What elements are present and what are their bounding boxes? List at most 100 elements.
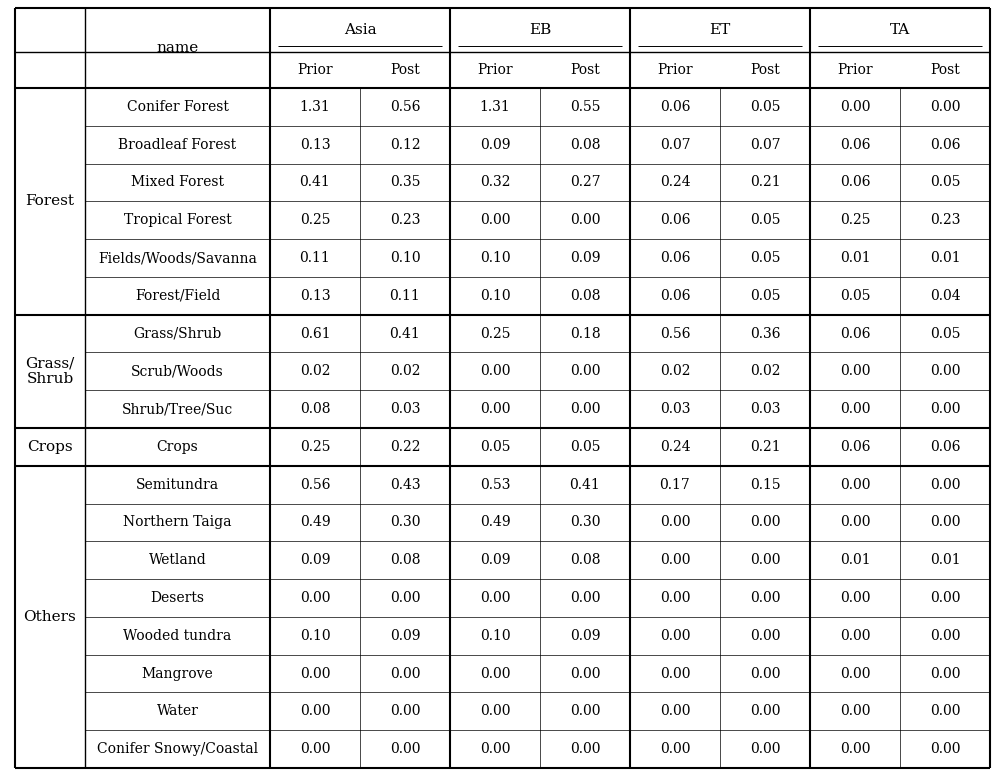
Text: 0.56: 0.56 [299,478,330,492]
Text: 0.00: 0.00 [750,515,780,529]
Text: 0.05: 0.05 [570,440,601,454]
Text: TA: TA [890,23,910,37]
Text: 0.06: 0.06 [840,175,870,189]
Text: 0.00: 0.00 [840,402,870,416]
Text: 0.25: 0.25 [299,440,330,454]
Text: 0.41: 0.41 [570,478,601,492]
Text: 0.00: 0.00 [930,100,960,114]
Text: 0.61: 0.61 [299,327,330,341]
Text: 0.00: 0.00 [479,365,511,379]
Text: 0.00: 0.00 [479,591,511,605]
Text: 0.00: 0.00 [570,705,601,719]
Text: 0.00: 0.00 [660,553,691,567]
Text: 0.05: 0.05 [750,289,780,303]
Text: 0.10: 0.10 [479,251,511,265]
Text: 0.02: 0.02 [389,365,420,379]
Text: 0.01: 0.01 [930,251,960,265]
Text: 0.22: 0.22 [389,440,420,454]
Text: 0.07: 0.07 [660,137,691,151]
Text: 0.06: 0.06 [660,251,691,265]
Text: name: name [156,41,198,55]
Text: 0.36: 0.36 [750,327,780,341]
Text: 0.00: 0.00 [479,742,511,756]
Text: 0.18: 0.18 [570,327,601,341]
Text: 0.06: 0.06 [840,440,870,454]
Text: 0.03: 0.03 [389,402,420,416]
Text: 0.08: 0.08 [570,553,601,567]
Text: Post: Post [390,63,419,77]
Text: Forest: Forest [25,194,74,208]
Text: 0.11: 0.11 [389,289,420,303]
Text: 0.00: 0.00 [570,667,601,681]
Text: 0.41: 0.41 [389,327,420,341]
Text: 0.01: 0.01 [840,251,870,265]
Text: 0.02: 0.02 [299,365,330,379]
Text: Shrub/Tree/Suc: Shrub/Tree/Suc [122,402,233,416]
Text: 0.25: 0.25 [299,213,330,227]
Text: 0.00: 0.00 [930,591,960,605]
Text: 0.11: 0.11 [299,251,330,265]
Text: 0.00: 0.00 [660,742,691,756]
Text: 0.00: 0.00 [840,591,870,605]
Text: 0.25: 0.25 [840,213,870,227]
Text: 0.00: 0.00 [479,705,511,719]
Text: 0.00: 0.00 [299,667,330,681]
Text: 0.03: 0.03 [660,402,691,416]
Text: Prior: Prior [297,63,332,77]
Text: 0.35: 0.35 [389,175,420,189]
Text: Grass/
Shrub: Grass/ Shrub [25,356,75,386]
Text: 0.04: 0.04 [930,289,960,303]
Text: 0.24: 0.24 [660,440,691,454]
Text: Conifer Snowy/Coastal: Conifer Snowy/Coastal [97,742,258,756]
Text: 0.30: 0.30 [389,515,420,529]
Text: 0.01: 0.01 [930,553,960,567]
Text: 0.00: 0.00 [389,667,420,681]
Text: Fields/Woods/Savanna: Fields/Woods/Savanna [98,251,257,265]
Text: Others: Others [24,610,76,624]
Text: 0.00: 0.00 [479,667,511,681]
Text: 0.00: 0.00 [750,591,780,605]
Text: Broadleaf Forest: Broadleaf Forest [118,137,236,151]
Text: 0.00: 0.00 [840,478,870,492]
Text: 0.49: 0.49 [479,515,511,529]
Text: Crops: Crops [156,440,198,454]
Text: 0.06: 0.06 [660,100,691,114]
Text: 0.05: 0.05 [479,440,511,454]
Text: 0.05: 0.05 [750,251,780,265]
Text: 0.01: 0.01 [840,553,870,567]
Text: Scrub/Woods: Scrub/Woods [131,365,224,379]
Text: Asia: Asia [343,23,376,37]
Text: Wetland: Wetland [148,553,206,567]
Text: 0.00: 0.00 [930,705,960,719]
Text: 0.00: 0.00 [930,667,960,681]
Text: 1.31: 1.31 [479,100,511,114]
Text: 0.03: 0.03 [750,402,780,416]
Text: 0.00: 0.00 [570,742,601,756]
Text: 1.31: 1.31 [299,100,330,114]
Text: ET: ET [710,23,731,37]
Text: 0.32: 0.32 [479,175,511,189]
Text: 0.10: 0.10 [479,289,511,303]
Text: 0.05: 0.05 [930,327,960,341]
Text: 0.00: 0.00 [840,667,870,681]
Text: Prior: Prior [658,63,693,77]
Text: 0.08: 0.08 [389,553,420,567]
Text: Post: Post [571,63,600,77]
Text: Prior: Prior [477,63,513,77]
Text: 0.00: 0.00 [660,629,691,643]
Text: 0.24: 0.24 [660,175,691,189]
Text: 0.09: 0.09 [389,629,420,643]
Text: 0.10: 0.10 [389,251,420,265]
Text: Conifer Forest: Conifer Forest [126,100,228,114]
Text: 0.05: 0.05 [930,175,960,189]
Text: 0.09: 0.09 [299,553,330,567]
Text: 0.00: 0.00 [930,515,960,529]
Text: Northern Taiga: Northern Taiga [123,515,232,529]
Text: Tropical Forest: Tropical Forest [124,213,231,227]
Text: 0.02: 0.02 [660,365,691,379]
Text: 0.05: 0.05 [750,100,780,114]
Text: 0.13: 0.13 [299,289,330,303]
Text: 0.00: 0.00 [840,705,870,719]
Text: 0.09: 0.09 [479,137,511,151]
Text: 0.00: 0.00 [750,667,780,681]
